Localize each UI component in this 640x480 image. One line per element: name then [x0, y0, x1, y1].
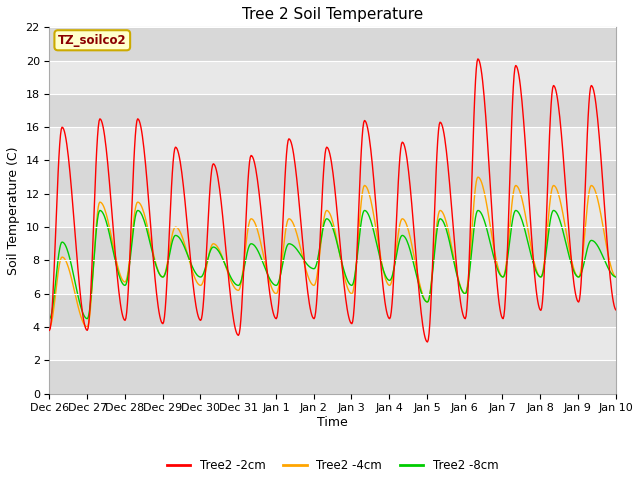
Tree2 -4cm [401, 219, 409, 225]
X-axis label: Time: Time [317, 416, 348, 429]
Tree2 -4cm [202, 270, 209, 276]
Tree2 -4cm [45, 324, 53, 330]
Line: Tree2 -2cm: Tree2 -2cm [49, 59, 616, 342]
Tree2 -2cm [474, 56, 482, 62]
Tree2 -8cm [419, 294, 427, 300]
Tree2 -2cm [114, 281, 122, 287]
Tree2 -8cm [45, 316, 53, 322]
Tree2 -8cm [115, 272, 123, 277]
Tree2 -4cm [56, 260, 63, 266]
Tree2 -4cm [114, 264, 122, 270]
Tree2 -4cm [474, 174, 482, 180]
Title: Tree 2 Soil Temperature: Tree 2 Soil Temperature [242, 7, 423, 22]
Tree2 -8cm [612, 274, 620, 280]
Tree2 -8cm [403, 237, 410, 242]
Tree2 -2cm [612, 307, 620, 312]
Tree2 -8cm [172, 233, 180, 239]
Tree2 -2cm [172, 144, 179, 150]
Tree2 -4cm [418, 290, 426, 296]
Tree2 -8cm [202, 262, 210, 268]
Bar [49, 227, 616, 260]
Tree2 -2cm [56, 142, 63, 147]
Tree2 -8cm [96, 207, 104, 213]
Tree2 -8cm [56, 246, 63, 252]
Bar [49, 327, 616, 360]
Tree2 -2cm [45, 327, 53, 333]
Line: Tree2 -8cm: Tree2 -8cm [49, 210, 616, 319]
Bar [49, 160, 616, 194]
Bar [49, 27, 616, 60]
Line: Tree2 -4cm: Tree2 -4cm [49, 177, 616, 327]
Bar [49, 94, 616, 127]
Bar [49, 60, 616, 94]
Legend: Tree2 -2cm, Tree2 -4cm, Tree2 -8cm: Tree2 -2cm, Tree2 -4cm, Tree2 -8cm [162, 455, 503, 477]
Tree2 -2cm [418, 316, 426, 322]
Tree2 -4cm [612, 274, 620, 280]
Text: TZ_soilco2: TZ_soilco2 [58, 34, 127, 47]
Tree2 -2cm [202, 269, 209, 275]
Bar [49, 194, 616, 227]
Bar [49, 360, 616, 394]
Tree2 -4cm [172, 224, 179, 230]
Tree2 -2cm [424, 339, 431, 345]
Bar [49, 260, 616, 294]
Y-axis label: Soil Temperature (C): Soil Temperature (C) [7, 146, 20, 275]
Bar [49, 294, 616, 327]
Bar [49, 127, 616, 160]
Tree2 -2cm [401, 147, 409, 153]
